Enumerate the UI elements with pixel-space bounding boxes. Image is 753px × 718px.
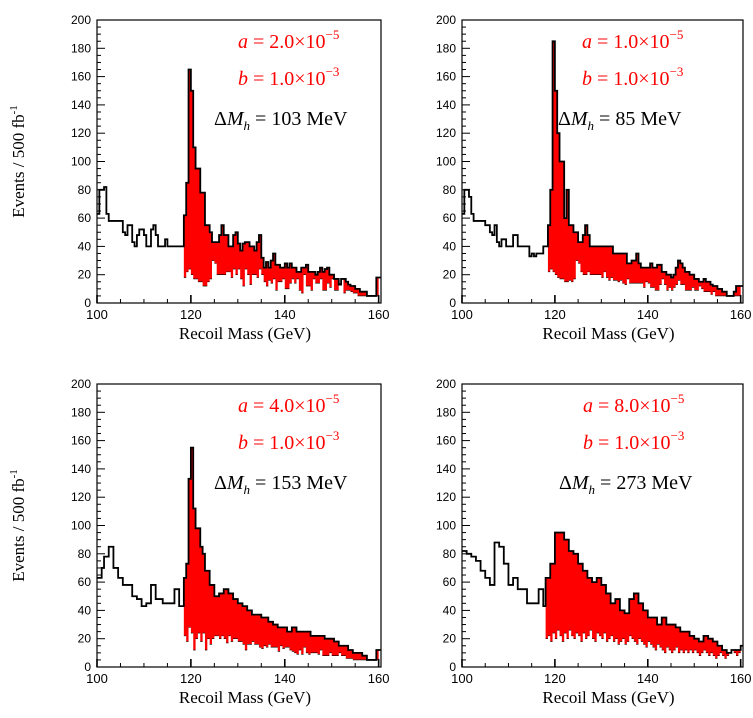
param-b-label: b = 1.0×10−3 — [238, 64, 339, 90]
y-tick-label: 140 — [71, 462, 91, 476]
y-tick-label: 160 — [436, 434, 456, 448]
x-tick-label: 120 — [544, 307, 566, 322]
x-tick-label: 100 — [451, 307, 473, 322]
y-tick-label: 40 — [78, 603, 92, 617]
x-tick-label: 160 — [368, 307, 390, 322]
total-histogram-tr — [462, 40, 743, 297]
y-tick-label: 140 — [71, 98, 91, 112]
x-tick-label: 120 — [544, 671, 566, 686]
y-tick-label: 40 — [78, 239, 92, 253]
y-tick-label: 60 — [443, 575, 457, 589]
signal-fill-tr — [547, 41, 741, 296]
y-tick-label: 0 — [449, 660, 456, 674]
y-tick-label: 120 — [436, 490, 456, 504]
y-tick-label: 100 — [436, 519, 456, 533]
x-tick-label: 140 — [637, 671, 659, 686]
x-tick-label: 120 — [180, 307, 202, 322]
x-tick-label: 160 — [730, 671, 752, 686]
y-tick-label: 20 — [78, 632, 92, 646]
param-b-label: b = 1.0×10−3 — [583, 428, 684, 454]
total-histogram-br — [462, 531, 743, 654]
y-tick-label: 160 — [71, 70, 91, 84]
signal-fill-br — [545, 532, 741, 659]
x-axis-label: Recoil Mass (GeV) — [179, 688, 311, 707]
y-tick-label: 100 — [71, 155, 91, 169]
y-tick-label: 160 — [71, 434, 91, 448]
x-tick-label: 160 — [730, 307, 752, 322]
y-tick-label: 120 — [436, 126, 456, 140]
y-tick-label: 200 — [71, 13, 91, 27]
x-tick-label: 100 — [86, 671, 108, 686]
y-tick-label: 200 — [436, 13, 456, 27]
y-tick-label: 40 — [443, 603, 457, 617]
panel-bl: 0 20 40 60 80 100 120 140 160 180 200 100 120 140 160 R… — [8, 377, 390, 707]
y-tick-label: 80 — [443, 547, 457, 561]
param-a-label: a = 2.0×10−5 — [238, 27, 339, 53]
total-histogram-tl — [97, 68, 381, 297]
y-tick-label: 0 — [84, 660, 91, 674]
y-tick-label: 160 — [436, 70, 456, 84]
param-a-label: a = 8.0×10−5 — [583, 391, 684, 417]
y-tick-label: 0 — [449, 296, 456, 310]
y-tick-label: 100 — [71, 519, 91, 533]
y-tick-label: 180 — [436, 41, 456, 55]
y-tick-label: 200 — [436, 377, 456, 391]
y-tick-label: 40 — [443, 239, 457, 253]
y-axis-label: Events / 500 fb-1 — [8, 105, 28, 218]
y-tick-label: 80 — [443, 183, 457, 197]
x-tick-label: 140 — [274, 307, 296, 322]
delta-mass-label: ΔMh = 153 MeV — [214, 472, 348, 497]
delta-mass-label: ΔMh = 103 MeV — [214, 108, 348, 133]
x-axis-label: Recoil Mass (GeV) — [542, 688, 674, 707]
x-tick-label: 160 — [368, 671, 390, 686]
y-tick-label: 100 — [436, 155, 456, 169]
y-tick-label: 80 — [78, 183, 92, 197]
y-tick-label: 180 — [71, 41, 91, 55]
y-tick-label: 60 — [78, 211, 92, 225]
delta-mass-label: ΔMh = 273 MeV — [559, 472, 693, 497]
y-tick-label: 200 — [71, 377, 91, 391]
y-tick-label: 140 — [436, 98, 456, 112]
y-tick-label: 0 — [84, 296, 91, 310]
signal-fill-tl — [183, 69, 379, 296]
x-tick-label: 140 — [274, 671, 296, 686]
panel-tr: 0 20 40 60 80 100 120 140 160 180 200 100 120 140 160 R… — [436, 13, 752, 343]
param-a-label: a = 1.0×10−5 — [582, 27, 683, 53]
param-b-label: b = 1.0×10−3 — [238, 428, 339, 454]
y-tick-label: 20 — [78, 268, 92, 282]
param-a-label: a = 4.0×10−5 — [238, 391, 339, 417]
y-tick-label: 80 — [78, 547, 92, 561]
total-histogram-bl — [97, 446, 381, 661]
y-tick-label: 120 — [71, 126, 91, 140]
y-tick-label: 140 — [436, 462, 456, 476]
panel-tl: 0 20 40 60 80 100 120 140 160 180 200 100 120 140 160 R… — [8, 13, 390, 343]
x-tick-label: 100 — [451, 671, 473, 686]
y-axis-label: Events / 500 fb-1 — [8, 469, 28, 582]
y-tick-label: 60 — [78, 575, 92, 589]
y-tick-label: 60 — [443, 211, 457, 225]
delta-mass-label: ΔMh = 85 MeV — [558, 108, 682, 133]
x-tick-label: 140 — [637, 307, 659, 322]
x-axis-label: Recoil Mass (GeV) — [179, 324, 311, 343]
y-tick-label: 20 — [443, 632, 457, 646]
y-tick-label: 120 — [71, 490, 91, 504]
param-b-label: b = 1.0×10−3 — [582, 64, 683, 90]
y-tick-label: 180 — [436, 405, 456, 419]
x-tick-label: 120 — [180, 671, 202, 686]
y-tick-label: 20 — [443, 268, 457, 282]
y-tick-label: 180 — [71, 405, 91, 419]
x-axis-label: Recoil Mass (GeV) — [542, 324, 674, 343]
signal-fill-bl — [183, 447, 379, 660]
x-tick-label: 100 — [86, 307, 108, 322]
panel-br: 0 20 40 60 80 100 120 140 160 180 200 100 120 140 160 R… — [436, 377, 752, 707]
